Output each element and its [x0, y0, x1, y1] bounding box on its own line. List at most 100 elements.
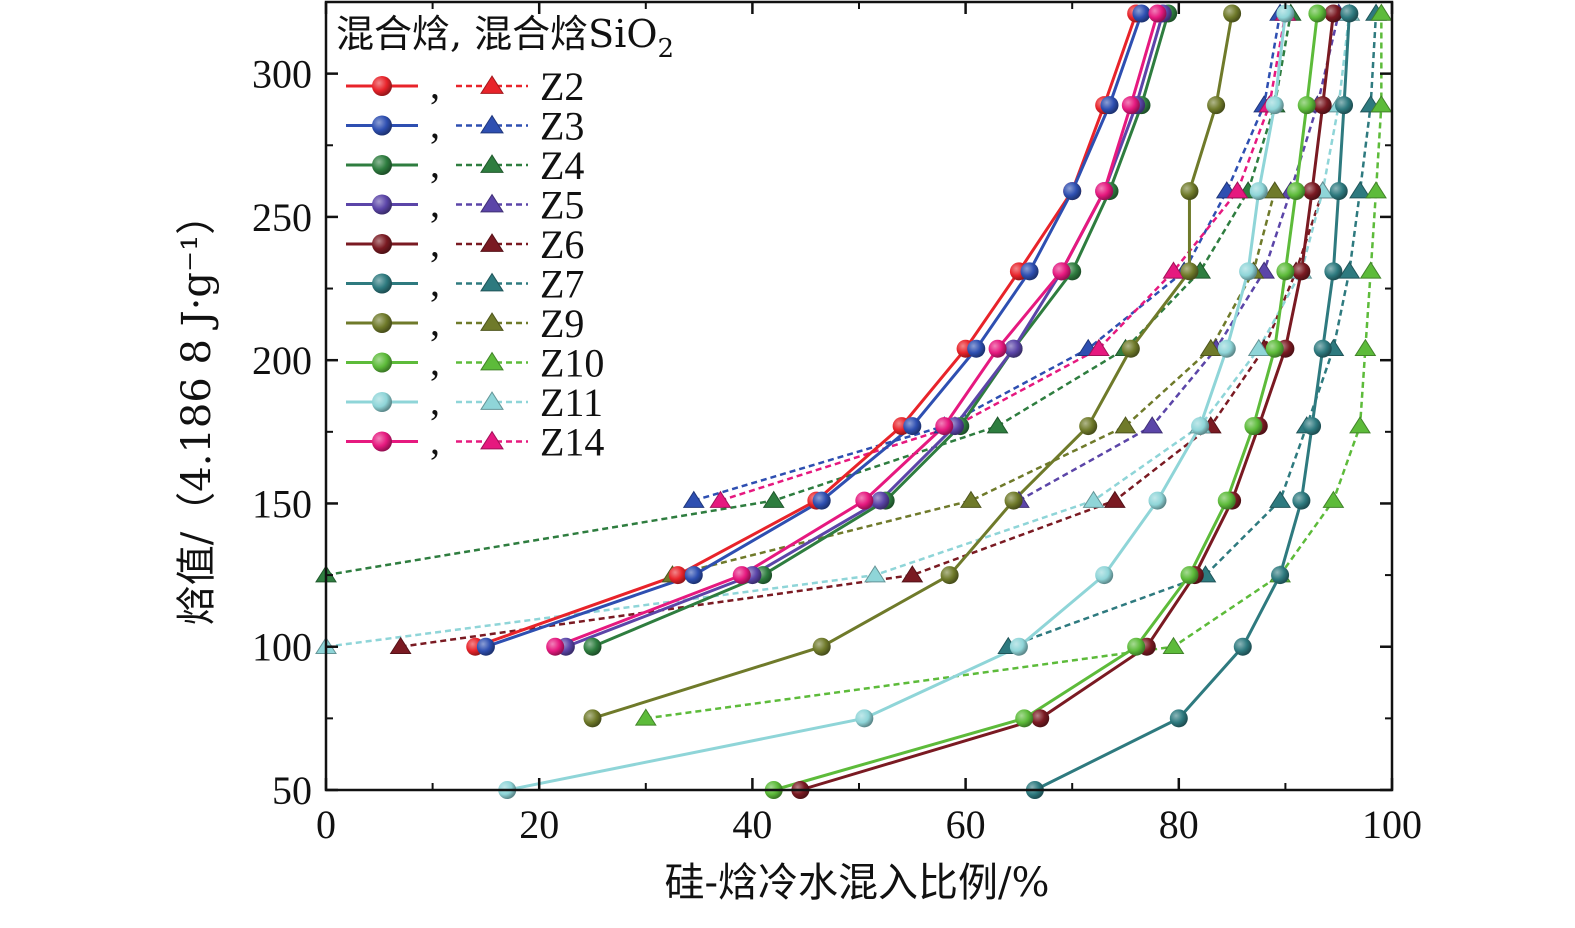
legend-separator: ,: [430, 141, 440, 186]
point-z10-mix: [1265, 339, 1284, 358]
point-z9-mix: [940, 566, 959, 585]
point-z2-mix: [668, 566, 687, 585]
point-z9-mix: [1079, 417, 1098, 436]
x-tick-label: 20: [519, 802, 559, 847]
legend-separator: ,: [430, 418, 440, 463]
point-z10-mix: [1180, 566, 1199, 585]
point-z5-mix: [871, 491, 890, 510]
point-z14-mix: [1095, 182, 1114, 201]
point-z7-mix: [1169, 709, 1188, 728]
legend-triangle-marker: [480, 154, 504, 173]
point-z7-sio2: [1269, 490, 1291, 508]
point-z10-sio2: [1365, 181, 1387, 199]
point-z9-mix: [1180, 262, 1199, 281]
y-tick-label: 300: [252, 52, 312, 97]
x-tick-label: 80: [1159, 802, 1199, 847]
point-z10-mix: [1127, 637, 1146, 656]
legend-item-z6: , Z6: [346, 220, 584, 267]
point-z9-mix: [1180, 182, 1199, 201]
point-z7-sio2: [1349, 181, 1371, 199]
legend-label: Z6: [540, 222, 584, 267]
point-z14-sio2: [1162, 261, 1185, 279]
point-z7-mix: [1303, 417, 1322, 436]
legend-separator: ,: [430, 181, 440, 226]
legend-label: Z11: [540, 380, 603, 425]
point-z4-sio2: [986, 416, 1009, 434]
point-z14-sio2: [1226, 181, 1249, 199]
legend-triangle-marker: [480, 430, 504, 450]
y-tick-label: 250: [252, 195, 312, 240]
legend-ball-marker: [372, 352, 392, 373]
point-z14-mix: [855, 491, 874, 510]
point-z9-mix: [1223, 4, 1242, 23]
point-z9-mix: [812, 637, 831, 656]
point-z10-mix: [1308, 4, 1327, 23]
point-z3-mix: [1100, 96, 1119, 115]
point-z14-mix: [1121, 96, 1140, 115]
point-z11-mix: [1148, 491, 1167, 510]
x-tick-label: 0: [316, 802, 336, 847]
point-z3-mix: [1132, 4, 1151, 23]
point-z11-mix: [1276, 4, 1295, 23]
legend-ball-marker: [372, 194, 392, 215]
legend-ball-marker: [372, 76, 392, 96]
point-z14-sio2: [1087, 338, 1110, 356]
point-z7-mix: [1329, 182, 1348, 201]
point-z10-sio2: [1354, 338, 1377, 356]
legend-item-z7: , Z7: [346, 260, 584, 307]
legend-ball-marker: [372, 234, 392, 254]
point-z3-sio2: [682, 490, 705, 508]
point-z10-mix: [1276, 262, 1295, 281]
legend-triangle-marker: [480, 272, 504, 292]
point-z6-mix: [1031, 709, 1050, 728]
legend-separator: ,: [430, 260, 440, 305]
point-z11-sio2: [1247, 338, 1270, 356]
legend-ball-marker: [372, 273, 392, 294]
point-z3-mix: [684, 566, 703, 585]
point-z11-mix: [1249, 182, 1268, 201]
point-z7-mix: [1233, 637, 1252, 656]
point-z3-mix: [1020, 262, 1039, 281]
point-z10-sio2: [634, 708, 657, 726]
series-z11-sio2-line: [325, 13, 1351, 648]
legend-item-z11: , Z11: [346, 378, 603, 425]
point-z9-mix: [1004, 491, 1023, 510]
legend-separator: ,: [430, 299, 440, 344]
y-tick-label: 200: [252, 338, 312, 383]
point-z9-mix: [1121, 339, 1140, 358]
point-z10-mix: [1015, 709, 1034, 728]
series-z5-mix-line: [565, 13, 1165, 649]
series-z10-mix-line: [773, 13, 1319, 792]
point-z7-mix: [1335, 96, 1354, 115]
point-z14-mix: [1148, 4, 1167, 23]
legend-triangle-marker: [480, 233, 504, 252]
point-z10-mix: [1297, 96, 1316, 115]
x-tick-label: 60: [946, 802, 986, 847]
series-z11-mix-line: [506, 13, 1287, 792]
point-z6-sio2: [901, 565, 924, 583]
point-z10-mix: [1287, 182, 1306, 201]
legend-triangle-marker: [480, 351, 504, 371]
plot-layer: [315, 3, 1393, 799]
point-z14-sio2: [709, 490, 732, 508]
series-z5-sio2-line: [1018, 13, 1340, 502]
legend-item-z4: , Z4: [346, 141, 584, 188]
point-z9-mix: [583, 709, 602, 728]
point-z6-mix: [1292, 262, 1311, 281]
point-z14-mix: [732, 566, 751, 585]
point-z5-mix: [1004, 339, 1023, 358]
point-z4-mix: [583, 637, 602, 656]
point-z10-sio2: [1349, 416, 1371, 434]
point-z14-mix: [935, 417, 954, 436]
point-z4-sio2: [762, 490, 785, 508]
legend-triangle-marker: [480, 114, 504, 134]
point-z10-mix: [1244, 417, 1263, 436]
point-z11-sio2: [1082, 490, 1105, 508]
point-z7-mix: [1292, 491, 1311, 510]
legend-label: Z3: [540, 104, 584, 149]
point-z6-mix: [1303, 182, 1322, 201]
point-z10-sio2: [1370, 95, 1393, 113]
point-z14-mix: [546, 637, 565, 656]
legend-item-z2: , Z2: [346, 62, 584, 109]
